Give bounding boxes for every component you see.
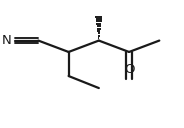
Text: N: N (2, 34, 12, 47)
Text: O: O (124, 63, 134, 76)
